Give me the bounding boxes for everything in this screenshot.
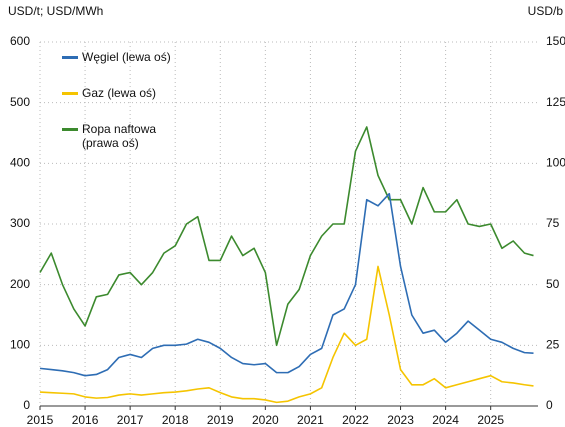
y2-tick-label: 50 (546, 277, 560, 291)
y-tick-label: 100 (10, 338, 30, 352)
series-line (39, 192, 534, 377)
x-tick-label: 2022 (342, 413, 369, 427)
x-tick-label: 2020 (252, 413, 279, 427)
legend-label: Węgiel (lewa oś) (82, 50, 171, 64)
y-tick-label: 300 (10, 216, 30, 230)
legend-swatch (62, 128, 78, 131)
y2-tick-label: 25 (546, 338, 560, 352)
legend-swatch (62, 56, 78, 59)
x-tick-label: 2017 (117, 413, 144, 427)
y-tick-label: 200 (10, 277, 30, 291)
y-axis-title: USD/t; USD/MWh (8, 4, 103, 18)
x-tick-label: 2019 (207, 413, 234, 427)
series-line (39, 126, 534, 347)
x-tick-label: 2018 (162, 413, 189, 427)
x-tick-label: 2021 (297, 413, 324, 427)
series-line (39, 265, 534, 404)
y-tick-label: 400 (10, 156, 30, 170)
y2-tick-label: 125 (546, 95, 565, 109)
y-tick-label: 0 (23, 398, 30, 412)
x-tick-label: 2016 (72, 413, 99, 427)
y2-axis-title: USD/b (528, 4, 564, 18)
legend: Węgiel (lewa oś) Gaz (lewa oś) Ropa naftow… (62, 50, 182, 172)
y2-tick-label: 100 (546, 156, 565, 170)
x-tick-label: 2024 (432, 413, 459, 427)
x-tick-label: 2025 (477, 413, 504, 427)
legend-label: Gaz (lewa oś) (82, 86, 157, 100)
y2-tick-label: 150 (546, 34, 565, 48)
y-tick-label: 500 (10, 95, 30, 109)
x-tick-label: 2023 (387, 413, 414, 427)
y-tick-label: 600 (10, 34, 30, 48)
y2-tick-label: 75 (546, 216, 560, 230)
y2-tick-label: 0 (546, 398, 553, 412)
legend-item: Gaz (lewa oś) (62, 86, 182, 100)
legend-label: Ropa naftowa (prawa oś) (82, 122, 157, 150)
x-tick-label: 2015 (27, 413, 54, 427)
legend-item: Ropa naftowa (prawa oś) (62, 122, 182, 150)
legend-item: Węgiel (lewa oś) (62, 50, 182, 64)
legend-swatch (62, 92, 78, 95)
